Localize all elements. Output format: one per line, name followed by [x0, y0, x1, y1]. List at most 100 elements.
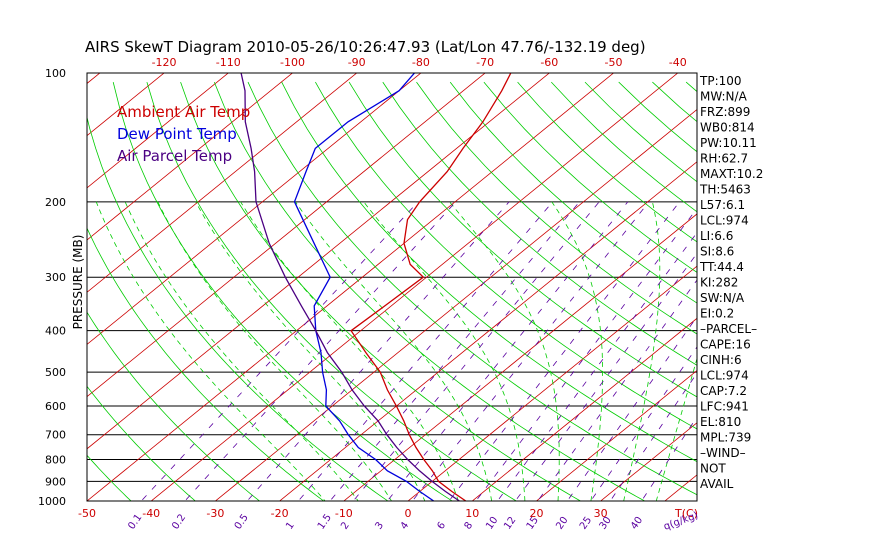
- bottom-temp-tick-label: 30: [594, 507, 608, 520]
- dry-adiabat-line: [146, 81, 518, 501]
- pressure-tick-label: 500: [45, 366, 66, 379]
- dry-adiabat-line: [87, 311, 261, 501]
- moist-adiabat-line: [124, 201, 359, 501]
- bottom-temp-tick-label: -20: [271, 507, 289, 520]
- mixing-ratio-line: [246, 201, 510, 501]
- mixing-ratio-line: [496, 231, 697, 501]
- mixing-ratio-line: [329, 201, 580, 501]
- index-row: EI:0.2: [700, 307, 734, 321]
- mixing-ratio-line: [411, 201, 650, 501]
- bottom-temp-tick-label: 0: [405, 507, 412, 520]
- moist-adiabat-line: [295, 201, 493, 501]
- isotherm-line: [343, 213, 697, 501]
- moist-adiabat-line: [195, 201, 426, 501]
- isotherm-line: [664, 474, 697, 501]
- legend: Ambient Air Temp Dew Point Temp Air Parcel…: [117, 103, 250, 165]
- top-temp-tick-label: -40: [669, 56, 687, 69]
- legend-entry: Dew Point Temp: [117, 125, 237, 143]
- mixing-ratio-tick-label: 12: [502, 515, 518, 532]
- mixing-ratio-tick-label: 1.5: [316, 512, 334, 531]
- legend-entry: Air Parcel Temp: [117, 147, 232, 165]
- mixing-ratio-line: [352, 201, 600, 501]
- index-row: FRZ:899: [700, 105, 750, 119]
- isotherm-line: [87, 73, 229, 189]
- mixing-ratio-line: [590, 346, 697, 501]
- index-row: MPL:739: [700, 431, 751, 445]
- dry-adiabat-line: [112, 82, 453, 501]
- moist-adiabat-line: [95, 201, 326, 501]
- index-row: CINH:6: [700, 353, 742, 367]
- index-row: SI:8.6: [700, 245, 734, 259]
- index-row: TH:5463: [699, 183, 751, 197]
- mixing-ratio-line: [448, 201, 680, 501]
- moist-adiabat-line: [551, 201, 603, 501]
- dry-adiabat-line: [180, 81, 582, 501]
- isotherm-line: [87, 73, 486, 398]
- index-row: MAXT:10.2: [700, 167, 763, 181]
- dry-adiabat-line: [483, 81, 697, 273]
- bottom-axis-unit: T(C): [674, 507, 698, 520]
- isotherm-line: [407, 265, 697, 501]
- index-row: EL:810: [700, 415, 741, 429]
- bottom-temp-tick-label: -40: [142, 507, 160, 520]
- index-row: TP:100: [699, 74, 742, 88]
- top-temp-tick-label: -70: [476, 56, 494, 69]
- pressure-tick-label: 900: [45, 475, 66, 488]
- dry-adiabat-line: [416, 81, 697, 335]
- bottom-temp-tick-label: -50: [78, 507, 96, 520]
- isotherm-line: [87, 73, 422, 345]
- bottom-temp-tick-label: 20: [529, 507, 543, 520]
- mixing-ratio-tick-label: 8: [463, 520, 476, 532]
- mixing-ratio-tick-label: 0.5: [233, 512, 251, 531]
- index-row: RH:62.7: [700, 152, 748, 166]
- dry-adiabat-line: [517, 81, 697, 243]
- index-row: KI:282: [700, 276, 738, 290]
- pressure-tick-label: 100: [45, 67, 66, 80]
- isotherm-line: [150, 73, 679, 501]
- index-row: LI:6.6: [700, 229, 733, 243]
- pressure-tick-label: 300: [45, 271, 66, 284]
- bottom-temp-tick-label: -30: [206, 507, 224, 520]
- index-row: CAP:7.2: [700, 384, 747, 398]
- mixing-ratio-tick-label: 0.2: [170, 512, 188, 531]
- mixing-ratio-line: [566, 315, 697, 501]
- y-axis-label: PRESSURE (MB): [71, 235, 85, 330]
- isotherm-line: [600, 422, 697, 501]
- mixing-ratio-line: [386, 201, 629, 501]
- mixing-ratio-line: [140, 201, 419, 501]
- series-line-air-parcel-temp: [240, 73, 460, 501]
- dry-adiabat-line: [652, 81, 697, 123]
- moist-adiabat-line: [363, 201, 526, 501]
- index-row: MW:N/A: [700, 90, 748, 104]
- top-temp-tick-label: -90: [348, 56, 366, 69]
- mixing-ratio-line: [641, 416, 697, 501]
- dry-adiabat-line: [87, 385, 196, 501]
- top-temp-tick-label: -50: [605, 56, 623, 69]
- dry-adiabat-line: [87, 115, 389, 501]
- isotherm-line: [214, 109, 697, 501]
- mixing-ratio-tick-label: 4: [399, 520, 412, 532]
- isotherm-line: [87, 73, 550, 450]
- pressure-tick-label: 200: [45, 196, 66, 209]
- isotherm-line: [471, 317, 697, 501]
- series-line-dew-point-temp: [293, 73, 435, 501]
- mixing-ratio-tick-label: 2: [339, 520, 352, 532]
- mixing-ratio-line: [297, 201, 553, 501]
- index-row: AVAIL: [700, 477, 734, 491]
- mixing-ratio-tick-label: 25: [578, 515, 594, 532]
- moist-adiabat-line: [655, 357, 697, 501]
- isotherm-line: [87, 73, 294, 241]
- moist-adiabat-line: [240, 201, 459, 501]
- dry-adiabat-line: [247, 81, 697, 496]
- moist-adiabat-line: [623, 201, 661, 501]
- dry-adiabat-line: [382, 81, 697, 366]
- pressure-tick-label: 700: [45, 429, 66, 442]
- dry-adiabat-line: [348, 81, 697, 398]
- moist-adiabat-line: [157, 201, 392, 501]
- isotherm-line: [87, 73, 101, 84]
- dry-adiabat-line: [87, 227, 325, 501]
- index-row: NOT: [700, 462, 726, 476]
- pressure-tick-label: 1000: [38, 495, 66, 508]
